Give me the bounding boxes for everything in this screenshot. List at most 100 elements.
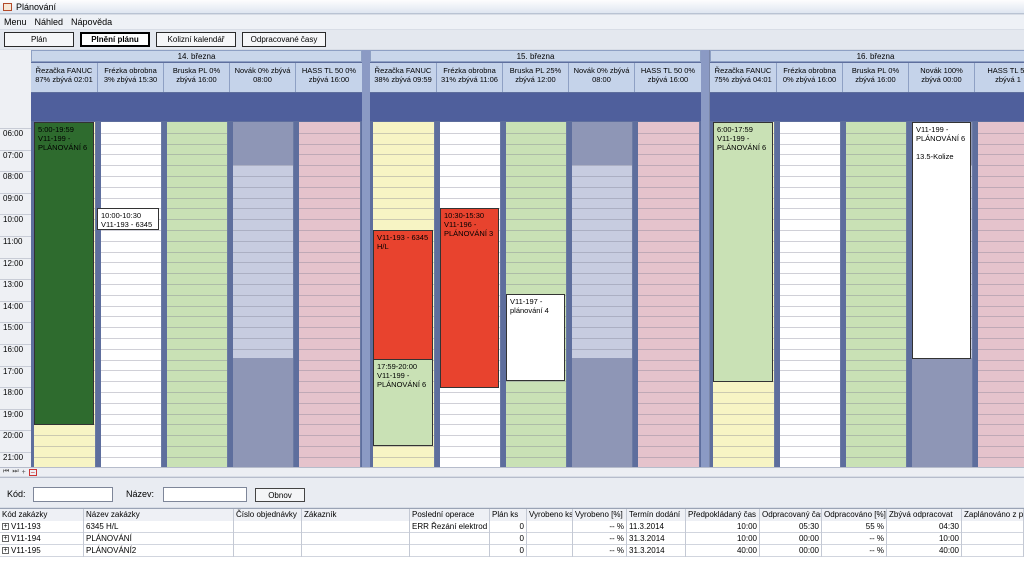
resource-column[interactable] bbox=[572, 122, 633, 467]
expand-row-icon[interactable]: + bbox=[2, 523, 9, 531]
column-header[interactable]: Zaplánováno z př bbox=[962, 509, 1024, 521]
menu-item-menu[interactable]: Menu bbox=[4, 17, 27, 27]
resource-header[interactable]: Novák 0% zbývá 08:00 bbox=[230, 63, 296, 92]
column-header[interactable]: Termín dodání bbox=[627, 509, 686, 521]
expand-row-icon[interactable]: + bbox=[2, 547, 9, 555]
plneni-planu-button[interactable]: Plnění plánu bbox=[80, 32, 150, 47]
resource-header[interactable]: Novák 100% zbývá 00:00 bbox=[909, 63, 975, 92]
column-header[interactable]: Zákazník bbox=[302, 509, 410, 521]
resource-header[interactable]: Frézka obrobna 3% zbývá 15:30 bbox=[98, 63, 164, 92]
resource-column[interactable] bbox=[978, 122, 1024, 467]
table-cell bbox=[234, 545, 302, 557]
resource-column[interactable] bbox=[299, 122, 361, 467]
column-header[interactable]: Kód zakázky bbox=[0, 509, 84, 521]
resource-header[interactable]: Frézka obrobna 0% zbývá 16:00 bbox=[777, 63, 843, 92]
plan-button[interactable]: Plán bbox=[4, 32, 74, 47]
column-header[interactable]: Poslední operace bbox=[410, 509, 490, 521]
day-separator bbox=[362, 50, 370, 467]
nazev-input[interactable] bbox=[163, 487, 247, 502]
column-header[interactable]: Odpracovaný čas bbox=[760, 509, 822, 521]
table-cell: 6345 H/L bbox=[84, 521, 234, 533]
table-cell bbox=[962, 533, 1024, 545]
column-header[interactable]: Odpracováno [%] bbox=[822, 509, 887, 521]
table-cell: 10:00 bbox=[887, 533, 962, 545]
table-cell: + V11-193 bbox=[0, 521, 84, 533]
column-header[interactable]: Předpokládaný čas bbox=[686, 509, 760, 521]
column-header[interactable]: Plán ks bbox=[490, 509, 527, 521]
resource-header[interactable]: Frézka obrobna 31% zbývá 11:06 bbox=[437, 63, 503, 92]
menu-item-nahled[interactable]: Náhled bbox=[34, 17, 64, 27]
table-cell bbox=[410, 533, 490, 545]
expand-row-icon[interactable]: + bbox=[2, 535, 9, 543]
resource-column[interactable] bbox=[101, 122, 162, 467]
table-cell bbox=[302, 533, 410, 545]
menu-item-napoveda[interactable]: Nápověda bbox=[71, 17, 113, 27]
column-header[interactable]: Zbývá odpracovat bbox=[887, 509, 962, 521]
schedule-block[interactable]: 17:59-20:00 V11-199 - PLÁNOVÁNÍ 6 bbox=[373, 359, 433, 446]
table-cell bbox=[527, 545, 573, 557]
table-cell: 00:00 bbox=[760, 545, 822, 557]
resource-header[interactable]: Bruska PL 0% zbývá 16:00 bbox=[843, 63, 909, 92]
orders-table[interactable]: Kód zakázky Název zakázky Číslo objednávky… bbox=[0, 508, 1024, 565]
resource-header[interactable]: Novák 0% zbývá 08:00 bbox=[569, 63, 635, 92]
schedule-block[interactable]: V11-197 - plánování 4 bbox=[506, 294, 565, 381]
resource-column[interactable] bbox=[846, 122, 907, 467]
schedule-block[interactable]: 10:00-10:30 V11-193 - 6345 bbox=[97, 208, 159, 230]
table-cell: + V11-194 bbox=[0, 533, 84, 545]
resource-column[interactable] bbox=[780, 122, 841, 467]
zoom-in-icon[interactable]: + bbox=[21, 468, 26, 476]
kolizni-kalendar-button[interactable]: Kolizní kalendář bbox=[156, 32, 236, 47]
column-header[interactable]: Vyrobeno ks bbox=[527, 509, 573, 521]
table-cell: PLÁNOVÁNÍ bbox=[84, 533, 234, 545]
resource-column[interactable] bbox=[638, 122, 700, 467]
obnov-button[interactable]: Obnov bbox=[255, 488, 305, 502]
resource-status: zbývá 16:00 bbox=[647, 75, 689, 84]
table-row[interactable]: + V11-194 PLÁNOVÁNÍ 0 -- % 31.3.2014 10:00 00:0… bbox=[0, 533, 1024, 545]
resource-strip bbox=[569, 93, 635, 121]
schedule-block[interactable]: V11-193 - 6345 H/L bbox=[373, 230, 433, 366]
resource-column[interactable] bbox=[167, 122, 228, 467]
resource-strip bbox=[31, 93, 98, 121]
resource-header[interactable]: Řezačka FANUC 87% zbývá 02:01 bbox=[31, 63, 98, 92]
table-cell bbox=[234, 533, 302, 545]
schedule-block[interactable]: 10:30-15:30 V11-196 - PLÁNOVÁNÍ 3 bbox=[440, 208, 499, 388]
resource-header[interactable]: HASS TL 50 0% zbývá 16:00 bbox=[635, 63, 702, 92]
column-header[interactable]: Vyrobeno [%] bbox=[573, 509, 627, 521]
kod-input[interactable] bbox=[33, 487, 113, 502]
resource-column[interactable] bbox=[233, 122, 294, 467]
resource-name: Frézka obrobna bbox=[443, 66, 496, 75]
time-label: 17:00 bbox=[0, 365, 31, 376]
title-bar: Plánování bbox=[0, 0, 1024, 14]
schedule-block[interactable]: V11-199 - PLÁNOVÁNÍ 6 13.5-Kolize bbox=[912, 122, 971, 359]
table-cell: 0 bbox=[490, 533, 527, 545]
schedule-view[interactable]: 06:00 07:00 08:00 09:00 10:00 11:00 12:00 13:00… bbox=[0, 50, 1024, 467]
table-row[interactable]: + V11-195 PLÁNOVÁNÍ2 0 -- % 31.3.2014 40:00 00:… bbox=[0, 545, 1024, 557]
table-cell bbox=[302, 521, 410, 533]
column-header[interactable]: Název zakázky bbox=[84, 509, 234, 521]
resource-strip bbox=[777, 93, 843, 121]
resource-header[interactable]: Bruska PL 25% zbývá 12:00 bbox=[503, 63, 569, 92]
schedule-block[interactable]: 5:00-19:59 V11-199 - PLÁNOVÁNÍ 6 bbox=[34, 122, 94, 425]
table-row[interactable]: + V11-193 6345 H/L ERR Řezání elektrod 0 -- %… bbox=[0, 521, 1024, 533]
kod-label: Kód: bbox=[7, 489, 26, 499]
day-pane: 15. března Řezačka FANUC 38% zbývá 09:59 Fr… bbox=[370, 50, 702, 467]
day-pane: 14. března Řezačka FANUC 87% zbývá 02:01 Fr… bbox=[31, 50, 363, 467]
schedule-block[interactable]: 6:00-17:59 V11-199 - PLÁNOVÁNÍ 6 bbox=[713, 122, 773, 382]
resource-status: 38% zbývá 09:59 bbox=[374, 75, 432, 84]
time-label: 11:00 bbox=[0, 236, 31, 246]
column-header[interactable]: Číslo objednávky bbox=[234, 509, 302, 521]
resource-header[interactable]: HASS TL 50zbývá 1 bbox=[975, 63, 1024, 92]
resource-header[interactable]: Řezačka FANUC 38% zbývá 09:59 bbox=[370, 63, 437, 92]
scroll-last-icon[interactable]: ⏭ bbox=[12, 468, 19, 475]
time-label: 15:00 bbox=[0, 322, 31, 332]
resource-header[interactable]: Bruska PL 0% zbývá 16:00 bbox=[164, 63, 230, 92]
horizontal-scrollbar[interactable]: ⏮ ⏭ + − bbox=[0, 467, 1024, 476]
resource-status: zbývá 16:00 bbox=[855, 75, 896, 84]
table-cell bbox=[527, 521, 573, 533]
resource-header[interactable]: HASS TL 50 0% zbývá 16:00 bbox=[296, 63, 363, 92]
zoom-out-icon[interactable]: − bbox=[28, 467, 37, 477]
resource-header[interactable]: Řezačka FANUC 75% zbývá 04:01 bbox=[710, 63, 777, 92]
scroll-first-icon[interactable]: ⏮ bbox=[3, 468, 10, 475]
resource-strip bbox=[98, 93, 164, 121]
odpracovane-casy-button[interactable]: Odpracované časy bbox=[242, 32, 326, 47]
